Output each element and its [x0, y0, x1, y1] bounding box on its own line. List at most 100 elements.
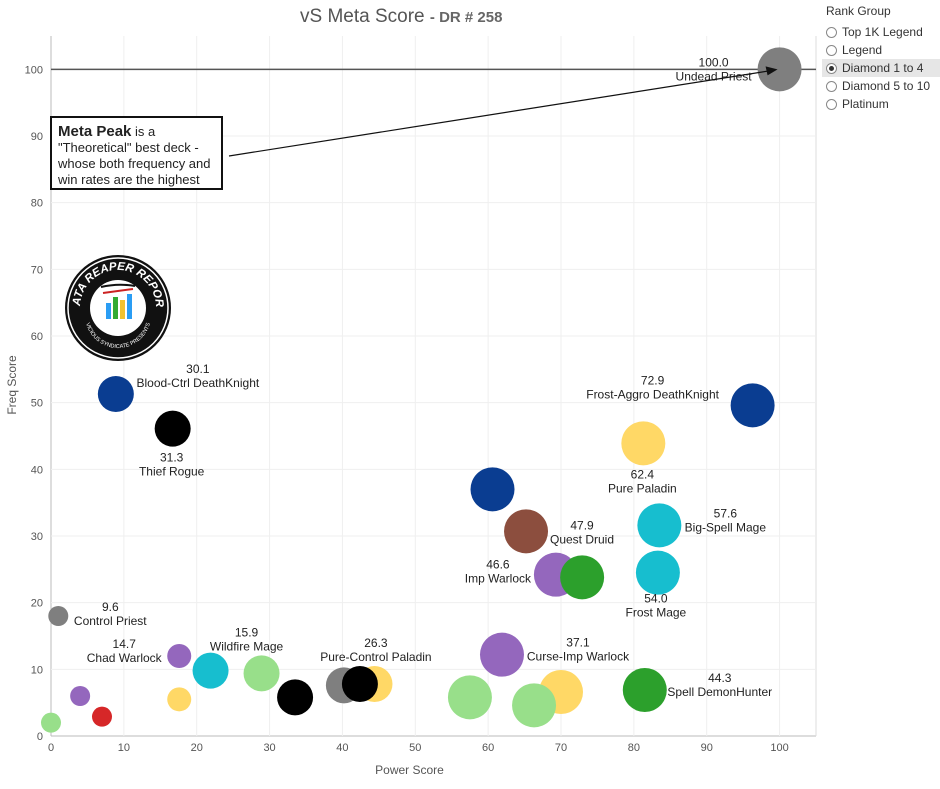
- x-tick-label: 60: [482, 742, 494, 754]
- rank-option-label: Platinum: [842, 97, 889, 111]
- x-tick-label: 30: [263, 742, 275, 754]
- rank-option-legend[interactable]: Legend: [822, 41, 940, 59]
- x-tick-label: 40: [336, 742, 348, 754]
- data-label-name: Frost Mage: [626, 606, 687, 620]
- x-tick-label: 50: [409, 742, 421, 754]
- data-point: [48, 606, 69, 626]
- x-tick-label: 10: [118, 742, 130, 754]
- data-point: [341, 666, 378, 702]
- chart-title-sub: - DR # 258: [429, 9, 503, 26]
- legend-title: Rank Group: [826, 4, 891, 18]
- rank-option-label: Legend: [842, 43, 883, 57]
- data-point: [70, 686, 91, 706]
- data-point: [621, 421, 666, 466]
- data-label-score: 31.3: [160, 451, 184, 465]
- data-point: [154, 410, 191, 447]
- y-tick-label: 20: [31, 598, 43, 610]
- data-label-score: 72.9: [641, 373, 665, 387]
- scatter-plot: 0 10 20 30 40 50 60 70 80 90 100 0 10 20 30 40 50 60 70 80 9…: [5, 36, 817, 777]
- data-label-score: 44.3: [708, 671, 732, 685]
- data-point: [243, 655, 280, 692]
- chart-title-sub-text: DR # 258: [439, 9, 503, 26]
- data-label-name: Curse-Imp Warlock: [527, 650, 630, 664]
- radio-icon[interactable]: [826, 44, 837, 56]
- data-label-score: 30.1: [186, 362, 210, 376]
- data-point: [479, 632, 524, 677]
- data-point: [470, 467, 515, 512]
- data-label-name: Control Priest: [74, 614, 147, 628]
- data-label-name: Blood-Ctrl DeathKnight: [136, 376, 259, 390]
- data-label-score: 15.9: [235, 625, 259, 639]
- grid: [50, 36, 817, 737]
- x-tick-label: 100: [770, 742, 788, 754]
- rank-option-label: Diamond 1 to 4: [842, 61, 924, 75]
- data-point: [730, 383, 775, 428]
- data-reaper-report-logo: DATA REAPER REPORT VICIOUS SYNDICATE PRE…: [63, 253, 171, 361]
- data-label-score: 9.6: [102, 600, 119, 614]
- data-label-name: Imp Warlock: [465, 572, 532, 586]
- data-label-score: 57.6: [714, 506, 738, 520]
- y-axis-label: Freq Score: [5, 355, 19, 415]
- data-label-score: 54.0: [644, 592, 668, 606]
- data-point: [192, 652, 229, 689]
- y-tick-label: 60: [31, 331, 43, 343]
- radio-icon[interactable]: [826, 98, 837, 110]
- rank-option-diamond-1-to-4[interactable]: Diamond 1 to 4: [822, 59, 940, 77]
- rank-option-platinum[interactable]: Platinum: [822, 95, 940, 113]
- x-tick-label: 90: [701, 742, 713, 754]
- data-label-score: 47.9: [570, 518, 594, 532]
- data-point: [447, 675, 492, 720]
- data-label-score: 37.1: [566, 636, 590, 650]
- data-label-name: Undead Priest: [676, 69, 753, 83]
- data-label-name: Spell DemonHunter: [667, 685, 772, 699]
- radio-icon[interactable]: [826, 80, 837, 92]
- data-point: [757, 47, 802, 92]
- data-label-score: 46.6: [486, 558, 510, 572]
- data-label-name: Wildfire Mage: [210, 639, 284, 653]
- rank-option-top-1k-legend[interactable]: Top 1K Legend: [822, 23, 940, 41]
- data-point: [92, 706, 112, 727]
- data-point: [41, 712, 61, 733]
- data-point: [277, 679, 314, 716]
- data-label-score: 100.0: [699, 55, 729, 69]
- y-tick-label: 80: [31, 198, 43, 210]
- data-point: [560, 555, 605, 600]
- data-label-name: Pure-Control Paladin: [320, 650, 431, 664]
- radio-icon[interactable]: [826, 62, 837, 74]
- data-point: [167, 644, 192, 668]
- data-label-name: Chad Warlock: [87, 651, 163, 665]
- rank-option-diamond-5-to-10[interactable]: Diamond 5 to 10: [822, 77, 940, 95]
- y-tick-label: 70: [31, 264, 43, 276]
- data-label-name: Pure Paladin: [608, 481, 677, 495]
- data-label-score: 14.7: [113, 637, 137, 651]
- y-tick-label: 30: [31, 531, 43, 543]
- radio-icon[interactable]: [826, 26, 837, 38]
- arrow-head-icon: [765, 66, 778, 76]
- x-tick-label: 20: [191, 742, 203, 754]
- meta-peak-annotation: Meta Peak is a "Theoretical" best deck -…: [50, 116, 223, 190]
- data-label-name: Big-Spell Mage: [685, 520, 767, 534]
- data-label-score: 26.3: [364, 636, 388, 650]
- data-label-name: Thief Rogue: [139, 465, 205, 479]
- data-point: [97, 376, 134, 412]
- data-point: [504, 509, 549, 554]
- rank-option-label: Top 1K Legend: [842, 25, 923, 39]
- y-tick-label: 40: [31, 464, 43, 476]
- x-tick-label: 0: [48, 742, 54, 754]
- x-tick-label: 70: [555, 742, 567, 754]
- data-point: [622, 668, 667, 712]
- arrow-line: [228, 70, 770, 157]
- y-tick-label: 50: [31, 398, 43, 410]
- axis-ticks: 0 10 20 30 40 50 60 70 80 90 100 0 10 20 30 40 50 60 70 80 9…: [25, 64, 789, 754]
- data-label-name: Frost-Aggro DeathKnight: [586, 387, 719, 401]
- annotation-text: is a "Theoretical" best deck - whose bot…: [58, 124, 211, 187]
- data-label-score: 62.4: [631, 467, 655, 481]
- annotation-bold: Meta Peak: [58, 123, 132, 140]
- data-point: [167, 687, 192, 712]
- chart-title-main: vS Meta Score: [300, 6, 425, 27]
- data-label-name: Quest Druid: [550, 532, 614, 546]
- data-point: [635, 550, 680, 595]
- rank-group-legend: Rank Group Top 1K Legend Legend Diamond 1 …: [822, 4, 940, 113]
- x-tick-label: 80: [628, 742, 640, 754]
